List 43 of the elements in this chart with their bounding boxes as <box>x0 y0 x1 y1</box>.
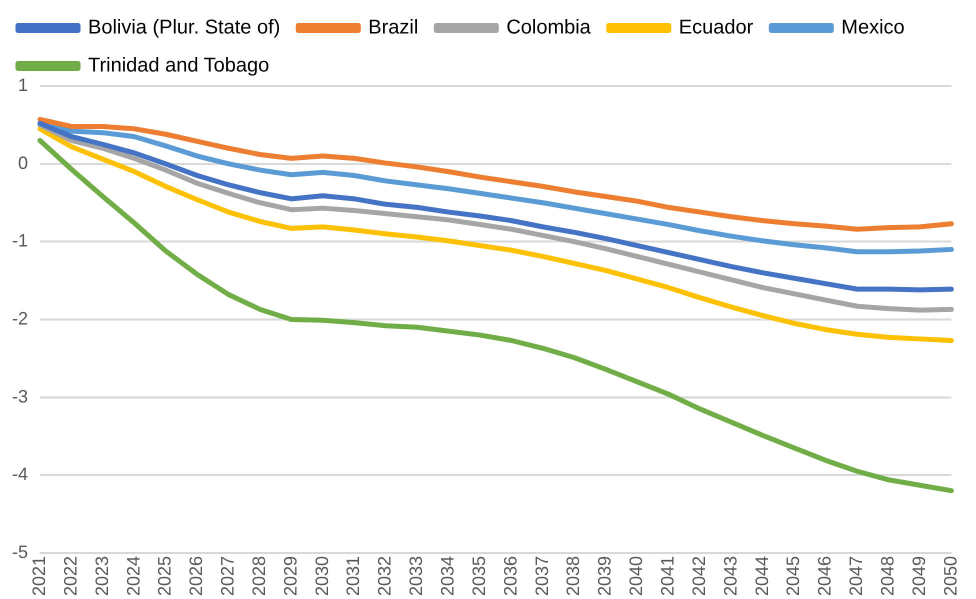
x-tick-label: 2039 <box>594 556 615 596</box>
y-tick-label: 1 <box>18 74 28 95</box>
x-tick-label: 2024 <box>123 556 144 596</box>
x-tick-label: 2025 <box>154 556 175 596</box>
legend-label: Trinidad and Tobago <box>88 54 270 77</box>
x-tick-label: 2047 <box>846 556 866 596</box>
legend-label: Mexico <box>841 16 905 39</box>
x-tick-label: 2032 <box>374 556 395 596</box>
x-tick-label: 2043 <box>720 556 740 596</box>
x-tick-label: 2034 <box>438 556 458 596</box>
x-tick-label: 2036 <box>500 556 520 596</box>
x-tick-label: 2021 <box>28 556 49 596</box>
x-tick-label: 2031 <box>343 556 364 596</box>
legend-label: Ecuador <box>678 16 754 39</box>
x-tick-label: 2049 <box>908 556 929 596</box>
x-tick-label: 2050 <box>940 556 960 596</box>
y-tick-label: 0 <box>18 152 28 173</box>
y-tick-label: -1 <box>12 230 28 251</box>
x-tick-label: 2028 <box>248 556 269 596</box>
x-tick-label: 2046 <box>814 556 835 596</box>
x-tick-label: 2033 <box>406 556 426 596</box>
x-tick-label: 2023 <box>92 556 112 596</box>
legend-label: Brazil <box>368 16 418 39</box>
x-tick-label: 2022 <box>60 556 80 596</box>
x-tick-label: 2029 <box>280 556 300 596</box>
x-tick-label: 2030 <box>312 556 332 596</box>
x-tick-label: 2037 <box>532 556 552 596</box>
x-tick-label: 2026 <box>186 556 206 596</box>
legend-label: Bolivia (Plur. State of) <box>88 16 280 39</box>
x-tick-label: 2041 <box>658 556 678 596</box>
y-tick-label: -3 <box>12 386 28 406</box>
x-tick-label: 2027 <box>218 556 238 596</box>
x-tick-label: 2042 <box>688 556 709 596</box>
x-tick-label: 2044 <box>752 556 772 596</box>
x-tick-label: 2040 <box>626 556 646 596</box>
x-tick-label: 2035 <box>468 556 489 596</box>
x-tick-label: 2045 <box>783 556 804 596</box>
y-tick-label: -4 <box>12 464 28 484</box>
legend-label: Colombia <box>506 16 592 39</box>
x-tick-label: 2038 <box>563 556 584 596</box>
y-tick-label: -2 <box>12 308 28 328</box>
y-tick-label: -5 <box>12 542 28 562</box>
x-tick-label: 2048 <box>878 556 898 596</box>
